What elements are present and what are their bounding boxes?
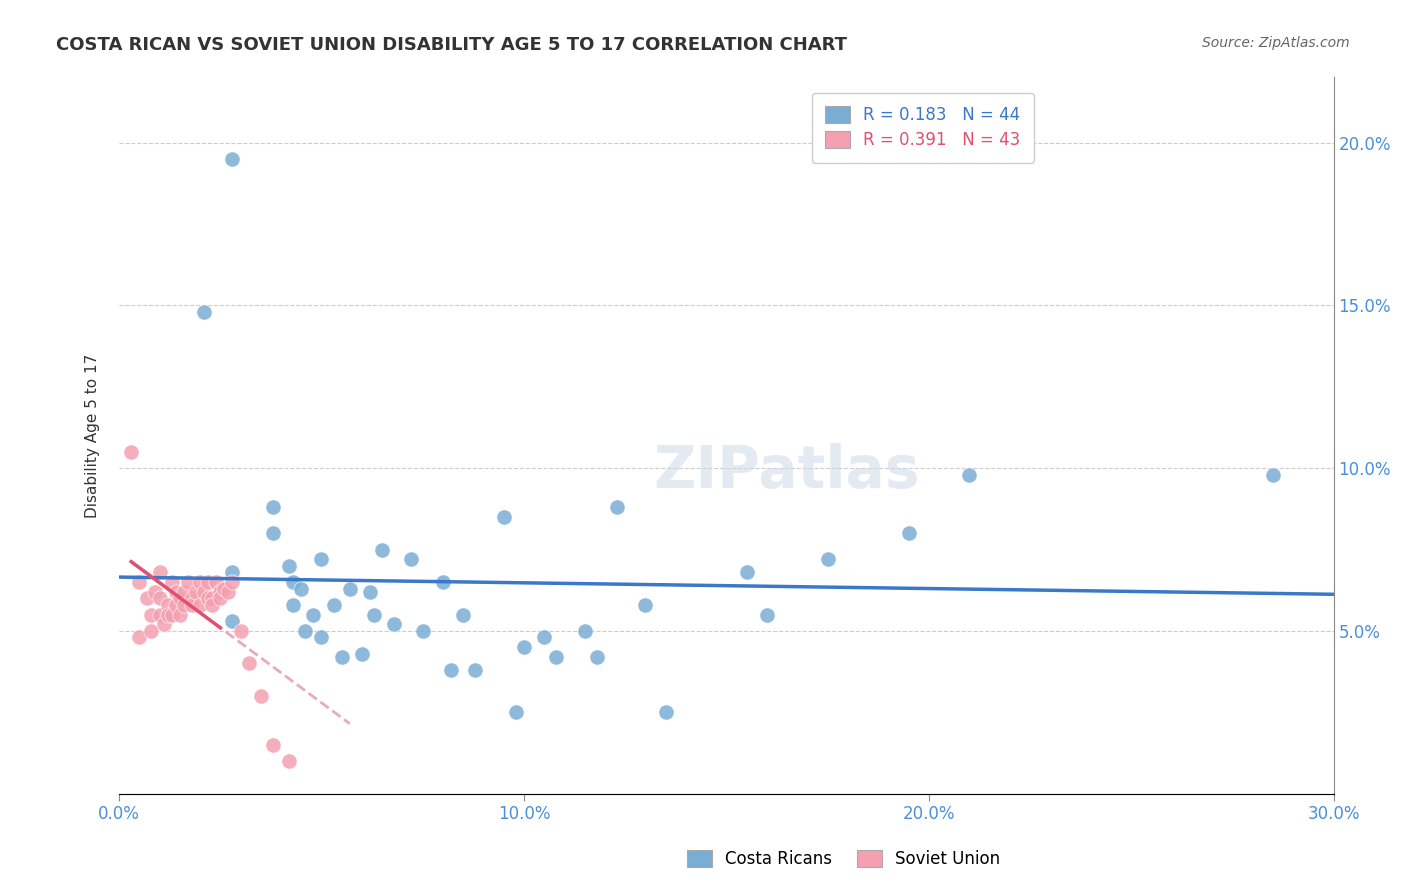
Point [755,607,778,622]
Point [278,558,301,573]
Point [440,663,463,677]
Point [897,526,920,541]
Point [141,624,163,638]
Point [294,624,316,638]
Point [128,575,150,590]
Point [221,152,243,166]
Point [184,584,207,599]
Point [145,584,167,599]
Point [492,510,515,524]
Point [169,591,191,606]
Point [148,607,170,622]
Point [193,584,215,599]
Point [735,566,758,580]
Point [546,649,568,664]
Point [197,575,219,590]
Point [322,598,344,612]
Point [156,607,179,622]
Point [574,624,596,638]
Point [817,552,839,566]
Point [533,631,555,645]
Point [205,575,228,590]
Point [290,582,312,596]
Point [606,500,628,515]
Point [302,607,325,622]
Point [201,591,224,606]
Point [221,575,243,590]
Point [350,647,373,661]
Point [193,305,215,319]
Point [281,598,304,612]
Point [363,607,385,622]
Y-axis label: Disability Age 5 to 17: Disability Age 5 to 17 [86,353,100,517]
Point [654,706,676,720]
Text: ZIPatlas: ZIPatlas [654,442,921,500]
Point [311,552,333,566]
Point [249,689,271,703]
Point [214,582,236,596]
Point [201,598,224,612]
Point [188,598,211,612]
Point [359,584,381,599]
Point [513,640,536,655]
Point [160,575,183,590]
Point [451,607,474,622]
Point [141,607,163,622]
Point [412,624,434,638]
Point [156,598,179,612]
Point [165,584,187,599]
Point [371,542,394,557]
Point [1261,467,1284,482]
Point [128,631,150,645]
Point [957,467,980,482]
Point [464,663,486,677]
Point [188,575,211,590]
Point [311,631,333,645]
Point [330,649,353,664]
Point [209,591,232,606]
Point [197,591,219,606]
Text: Source: ZipAtlas.com: Source: ZipAtlas.com [1202,36,1350,50]
Point [339,582,361,596]
Point [165,598,187,612]
Point [229,624,252,638]
Point [278,754,301,768]
Point [169,607,191,622]
Legend: R = 0.183   N = 44, R = 0.391   N = 43: R = 0.183 N = 44, R = 0.391 N = 43 [811,93,1033,162]
Point [585,649,607,664]
Text: COSTA RICAN VS SOVIET UNION DISABILITY AGE 5 TO 17 CORRELATION CHART: COSTA RICAN VS SOVIET UNION DISABILITY A… [56,36,848,54]
Point [181,591,204,606]
Point [120,445,142,459]
Point [262,500,284,515]
Point [209,584,232,599]
Point [181,598,204,612]
Point [177,575,200,590]
Point [148,566,170,580]
Point [173,598,195,612]
Point [382,617,405,632]
Point [262,526,284,541]
Point [148,591,170,606]
Point [432,575,454,590]
Point [173,584,195,599]
Point [221,566,243,580]
Point [281,575,304,590]
Point [221,614,243,628]
Point [160,607,183,622]
Point [262,738,284,752]
Point [238,657,260,671]
Point [399,552,422,566]
Point [634,598,657,612]
Point [505,706,527,720]
Point [217,584,239,599]
Point [152,617,174,632]
Point [136,591,159,606]
Legend: Costa Ricans, Soviet Union: Costa Ricans, Soviet Union [681,843,1007,875]
